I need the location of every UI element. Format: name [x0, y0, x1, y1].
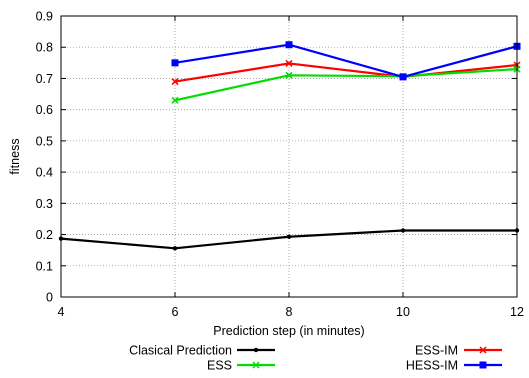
legend-item: ESS-IM — [415, 344, 502, 358]
y-tick-label: 0.1 — [36, 259, 53, 273]
series-line — [60, 229, 517, 250]
legend-marker — [479, 361, 487, 369]
legend-label: Clasical Prediction — [129, 344, 232, 358]
grid — [60, 15, 518, 298]
y-tick-label: 0.2 — [36, 228, 53, 242]
data-point — [400, 228, 406, 233]
data-point — [171, 96, 179, 104]
series-layer — [58, 41, 521, 251]
y-tick-label: 0.6 — [36, 103, 53, 117]
series-line — [174, 43, 518, 78]
legend-marker — [479, 346, 487, 354]
series-line — [174, 62, 518, 83]
series-0 — [58, 228, 520, 251]
x-tick-label: 8 — [286, 305, 293, 319]
legend-item: ESS — [207, 359, 275, 373]
data-point — [171, 78, 179, 86]
data-point — [286, 234, 292, 239]
legend-label: ESS-IM — [415, 344, 458, 358]
data-point — [285, 41, 293, 49]
legend-label: HESS-IM — [406, 359, 458, 373]
y-tick-label: 0.4 — [36, 166, 53, 180]
y-tick-label: 0.7 — [36, 72, 53, 86]
y-tick-label: 0.3 — [36, 197, 53, 211]
y-tick-label: 0.8 — [36, 41, 53, 55]
y-tick-label: 0.5 — [36, 134, 53, 148]
tick-marks — [60, 15, 518, 298]
legend-item: Clasical Prediction — [129, 344, 275, 358]
data-point — [172, 246, 178, 251]
legend-marker — [253, 347, 259, 353]
x-tick-label: 10 — [396, 305, 410, 319]
y-tick-label: 0 — [46, 291, 53, 305]
legend: Clasical Prediction ESS-IM ESS HESS-IM — [129, 344, 502, 373]
x-tick-label: 12 — [510, 305, 524, 319]
data-point — [171, 59, 179, 67]
x-axis-label: Prediction step (in minutes) — [213, 324, 364, 338]
series-line — [174, 67, 518, 102]
tick-labels: 0 0.1 0.2 0.3 0.4 0.5 0.6 0.7 0.8 0.9 4 6 8 10 12 — [36, 10, 524, 320]
x-tick-label: 6 — [172, 305, 179, 319]
legend-item: HESS-IM — [406, 359, 502, 373]
data-point — [285, 71, 293, 79]
data-point — [285, 59, 293, 67]
x-tick-label: 4 — [58, 305, 65, 319]
data-point — [399, 73, 407, 81]
legend-label: ESS — [207, 359, 232, 373]
y-axis-label: fitness — [8, 138, 22, 174]
y-tick-label: 0.9 — [36, 10, 53, 24]
legend-marker — [252, 361, 260, 369]
series-2 — [171, 65, 521, 104]
